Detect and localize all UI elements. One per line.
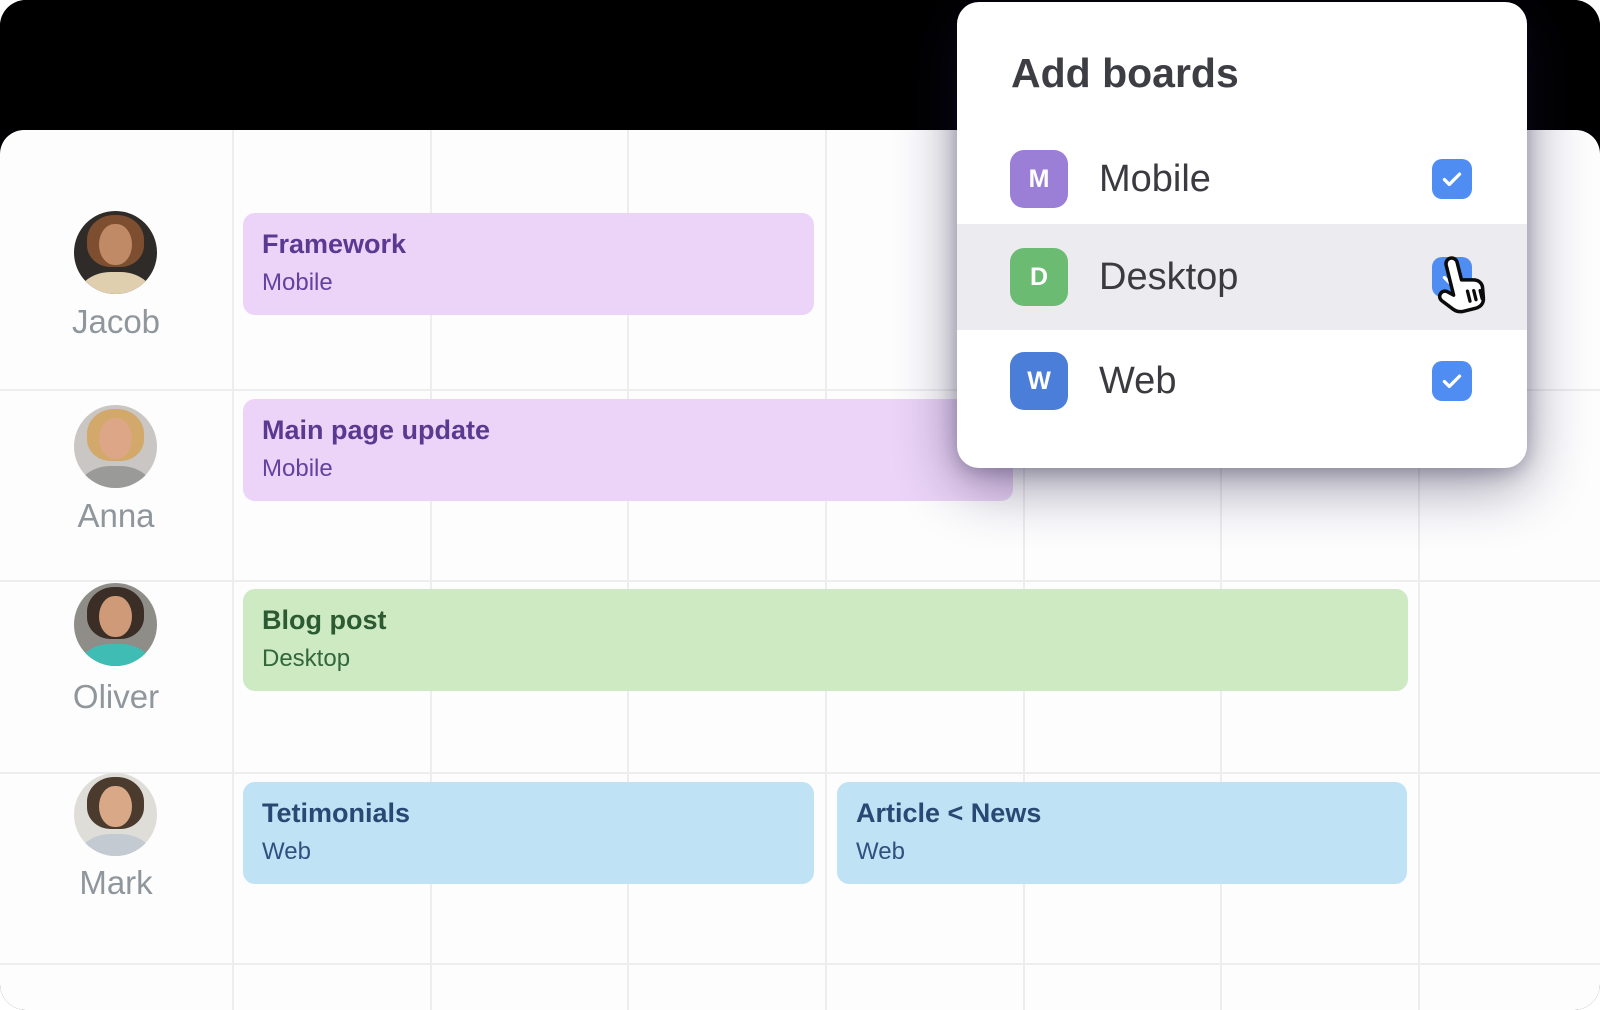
task-board: Desktop xyxy=(262,645,351,672)
task-bar-main-page-update[interactable]: Main page update Mobile xyxy=(243,399,1013,501)
grid-line-vertical xyxy=(430,130,432,1010)
grid-line-vertical xyxy=(232,130,234,1010)
grid-line-vertical xyxy=(825,130,827,1010)
avatar-shirt xyxy=(78,833,153,856)
task-bar-blog-post[interactable]: Blog post Desktop xyxy=(243,589,1408,691)
task-board: Mobile xyxy=(262,455,333,482)
board-badge-mobile: M xyxy=(1010,150,1068,208)
task-title: Framework xyxy=(262,229,407,259)
task-bar-tetimonials[interactable]: Tetimonials Web xyxy=(243,782,814,884)
task-title: Main page update xyxy=(262,415,491,445)
check-icon xyxy=(1442,172,1462,187)
add-boards-popup: Add boards M Mobile D Desktop W Web xyxy=(957,2,1527,468)
person-name: Jacob xyxy=(71,303,161,340)
avatar-oliver xyxy=(74,583,157,666)
person-name: Anna xyxy=(77,497,155,534)
avatar-face xyxy=(98,596,133,637)
board-label: Mobile xyxy=(1099,157,1211,200)
avatar-shirt xyxy=(78,465,153,488)
avatar-face xyxy=(98,418,133,459)
board-badge-web: W xyxy=(1010,352,1068,410)
task-title: Blog post xyxy=(262,605,387,635)
grid-line-vertical xyxy=(627,130,629,1010)
board-label: Web xyxy=(1099,359,1177,402)
checkbox-mobile-checked[interactable] xyxy=(1432,159,1472,199)
board-row-mobile[interactable]: M Mobile xyxy=(1010,150,1472,208)
person-name: Oliver xyxy=(72,678,160,715)
task-board: Mobile xyxy=(262,269,333,296)
avatar-jacob xyxy=(74,211,157,294)
task-bar-framework[interactable]: Framework Mobile xyxy=(243,213,814,315)
task-title: Article < News xyxy=(856,798,1042,828)
popup-title: Add boards xyxy=(1011,50,1239,96)
board-row-web[interactable]: W Web xyxy=(1010,352,1472,410)
grid-line-vertical xyxy=(1418,130,1420,1010)
avatar-face xyxy=(98,224,133,265)
check-icon xyxy=(1442,270,1462,285)
check-icon xyxy=(1442,374,1462,389)
avatar-shirt xyxy=(78,643,153,666)
task-board: Web xyxy=(856,838,905,865)
grid-line-horizontal xyxy=(0,389,1600,391)
board-row-desktop[interactable]: D Desktop xyxy=(1010,248,1472,306)
grid-line-vertical xyxy=(1220,130,1222,1010)
avatar-face xyxy=(98,786,133,827)
checkbox-web-checked[interactable] xyxy=(1432,361,1472,401)
board-label: Desktop xyxy=(1099,255,1239,298)
avatar-anna xyxy=(74,405,157,488)
grid-line-horizontal xyxy=(0,963,1600,965)
task-title: Tetimonials xyxy=(262,798,411,828)
grid-line-horizontal xyxy=(0,772,1600,774)
task-bar-article-news[interactable]: Article < News Web xyxy=(837,782,1407,884)
grid-line-horizontal xyxy=(0,580,1600,582)
board-badge-desktop: D xyxy=(1010,248,1068,306)
task-board: Web xyxy=(262,838,311,865)
avatar-mark xyxy=(74,773,157,856)
grid-line-vertical xyxy=(1023,130,1025,1010)
avatar-shirt xyxy=(78,271,153,294)
person-name: Mark xyxy=(79,864,153,901)
checkbox-desktop-checked[interactable] xyxy=(1432,257,1472,297)
